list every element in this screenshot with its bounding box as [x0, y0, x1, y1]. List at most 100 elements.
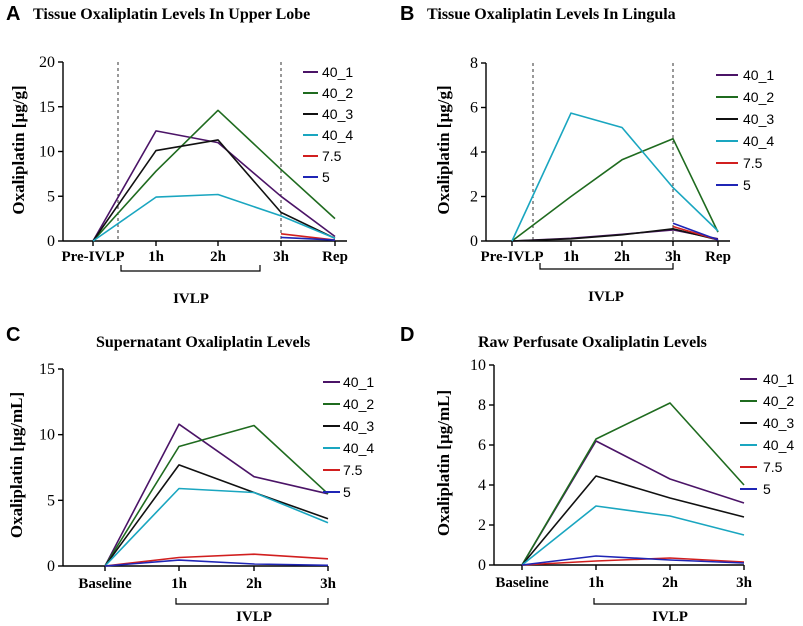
y-tick-label: 2	[470, 189, 478, 206]
legend-label: 7.5	[743, 155, 763, 171]
legend-label: 7.5	[763, 459, 783, 475]
bracket-label: IVLP	[652, 609, 688, 625]
x-tick-label: 1h	[148, 249, 165, 265]
x-tick-label: Baseline	[495, 575, 549, 591]
panel-c: C Supernatant Oxaliplatin Levels Oxalipl…	[6, 324, 374, 625]
chart-title: Tissue Oxaliplatin Levels In Upper Lobe	[33, 6, 310, 23]
x-tick-label: 3h	[273, 249, 290, 265]
legend-label: 40_4	[322, 127, 353, 143]
panel-letter: D	[400, 324, 414, 346]
chart-title: Tissue Oxaliplatin Levels In Lingula	[427, 6, 676, 23]
panel-letter: B	[400, 3, 414, 25]
ivlp-bracket	[175, 598, 329, 605]
chart-title: Supernatant Oxaliplatin Levels	[96, 334, 310, 351]
series-line-40_2	[92, 109, 336, 242]
y-tick-label: 2	[478, 517, 486, 534]
series-line-40_2	[511, 137, 719, 242]
series-line-5	[104, 559, 329, 567]
x-tick-label: 1h	[563, 249, 580, 265]
x-tick-label: 1h	[588, 575, 605, 591]
legend-label: 40_4	[743, 133, 774, 149]
series-line-40_2	[521, 402, 745, 566]
legend-label: 7.5	[322, 148, 342, 164]
legend-label: 40_1	[743, 67, 774, 83]
legend-label: 40_3	[343, 418, 374, 434]
y-tick-label: 15	[39, 361, 55, 378]
bracket-label: IVLP	[236, 609, 272, 625]
series-line-7-5	[521, 557, 745, 566]
x-tick-label: 3h	[736, 575, 753, 591]
legend-label: 40_1	[763, 371, 794, 387]
x-tick-label: 1h	[171, 576, 188, 592]
ivlp-bracket	[593, 598, 747, 605]
bracket-label: IVLP	[173, 291, 209, 307]
ivlp-bracket	[539, 263, 674, 270]
legend-label: 40_1	[343, 374, 374, 390]
series-line-40_3	[521, 475, 745, 566]
panel-a: A Tissue Oxaliplatin Levels In Upper Lob…	[6, 3, 353, 307]
x-tick-label: Pre-IVLP	[480, 249, 543, 265]
panel-letter: C	[6, 324, 20, 346]
legend-label: 5	[763, 481, 771, 497]
panel-letter: A	[6, 3, 20, 25]
series-line-40_3	[511, 228, 719, 242]
y-tick-label: 20	[39, 54, 55, 71]
plot-area: 0 2 4 6 8 10 Baseline 1h 2h 3h 40_1 40_2 40_3 40_4 7.5…	[470, 357, 794, 605]
legend-label: 40_3	[763, 415, 794, 431]
x-tick-label: Baseline	[78, 576, 132, 592]
series-line-40_4	[92, 193, 336, 242]
y-tick-label: 6	[470, 100, 478, 117]
x-tick-label: 2h	[662, 575, 679, 591]
x-tick-label: 2h	[246, 576, 263, 592]
y-tick-label: 10	[39, 427, 55, 444]
y-tick-label: 5	[47, 492, 55, 509]
legend-label: 5	[322, 169, 330, 185]
legend-label: 40_2	[322, 85, 353, 101]
x-tick-label: 2h	[210, 249, 227, 265]
y-tick-label: 6	[478, 437, 486, 454]
legend-label: 40_2	[343, 396, 374, 412]
series-line-40_4	[511, 112, 719, 242]
y-axis-label: Oxaliplatin [µg/mL]	[7, 392, 26, 538]
y-tick-label: 15	[39, 99, 55, 116]
legend-label: 40_4	[763, 437, 794, 453]
y-tick-label: 5	[47, 188, 55, 205]
series-line-40_3	[92, 139, 336, 242]
series-line-40_1	[521, 440, 745, 566]
series-line-40_4	[104, 487, 329, 567]
x-tick-label: Rep	[322, 249, 348, 265]
series-line-40_4	[521, 505, 745, 566]
legend-label: 40_1	[322, 64, 353, 80]
x-tick-label: 3h	[665, 249, 682, 265]
plot-area: 0 5 10 15 Baseline 1h 2h 3h 40_1 40_2 40_3 40_4 7.5 5	[39, 361, 374, 605]
legend-label: 40_2	[743, 89, 774, 105]
y-tick-label: 4	[470, 144, 478, 161]
panel-d: D Raw Perfusate Oxaliplatin Levels Oxali…	[400, 324, 794, 625]
y-tick-label: 0	[478, 557, 486, 574]
y-axis-label: Oxaliplatin [µg/mL]	[434, 390, 453, 536]
ivlp-bracket	[120, 265, 261, 272]
x-tick-label: Pre-IVLP	[61, 249, 124, 265]
series-line-5	[521, 555, 745, 566]
series-line-40_1	[92, 130, 336, 242]
x-tick-label: 2h	[614, 249, 631, 265]
y-tick-label: 4	[478, 477, 486, 494]
y-tick-label: 0	[47, 233, 55, 250]
series-line-40_2	[104, 424, 329, 567]
legend-label: 5	[743, 177, 751, 193]
chart-title: Raw Perfusate Oxaliplatin Levels	[478, 334, 707, 351]
y-axis-label: Oxaliplatin [µg/g]	[9, 85, 28, 214]
y-tick-label: 0	[47, 558, 55, 575]
y-axis-label: Oxaliplatin [µg/g]	[434, 85, 453, 214]
y-tick-label: 8	[470, 55, 478, 72]
y-tick-label: 0	[470, 233, 478, 250]
series-line-7-5	[104, 553, 329, 567]
series-line-5	[672, 222, 719, 241]
bracket-label: IVLP	[588, 289, 624, 305]
legend-label: 40_2	[763, 393, 794, 409]
legend-label: 7.5	[343, 462, 363, 478]
y-tick-label: 10	[39, 144, 55, 161]
x-tick-label: Rep	[705, 249, 731, 265]
legend-label: 40_3	[743, 111, 774, 127]
